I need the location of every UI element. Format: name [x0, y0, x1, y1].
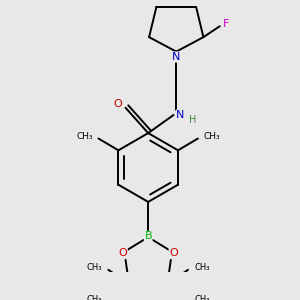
Text: O: O [169, 248, 178, 258]
Text: H: H [189, 115, 196, 124]
Text: CH₃: CH₃ [194, 262, 210, 272]
Text: N: N [172, 52, 180, 62]
Text: CH₃: CH₃ [86, 295, 102, 300]
Text: N: N [176, 110, 184, 120]
Text: CH₃: CH₃ [86, 262, 102, 272]
Text: CH₃: CH₃ [194, 295, 210, 300]
Text: CH₃: CH₃ [203, 132, 220, 141]
Text: B: B [144, 231, 152, 241]
Text: O: O [113, 99, 122, 109]
Text: F: F [223, 19, 229, 28]
Text: O: O [118, 248, 127, 258]
Text: CH₃: CH₃ [76, 132, 93, 141]
